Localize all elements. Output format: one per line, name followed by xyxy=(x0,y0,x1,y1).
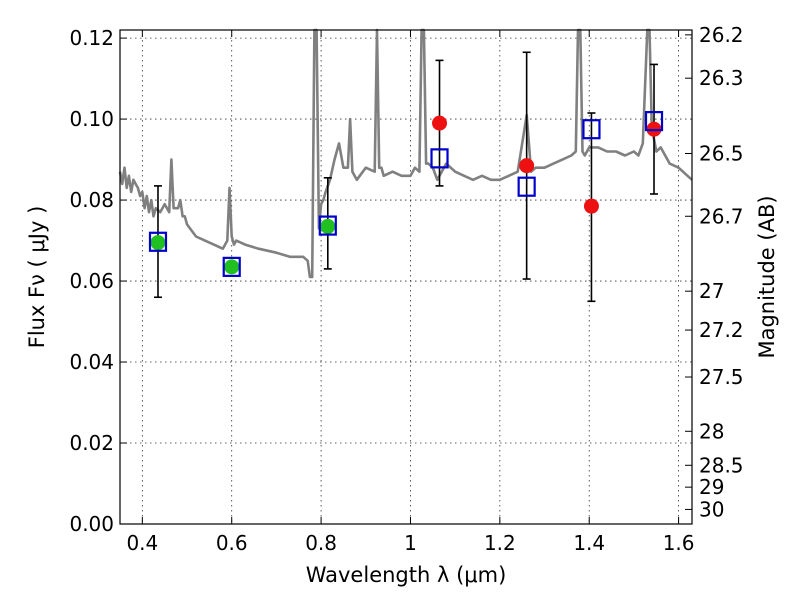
y-tick-label: 0.06 xyxy=(69,269,114,293)
x-tick-label: 0.6 xyxy=(216,531,248,555)
right-tick-label: 26.7 xyxy=(699,204,744,228)
model-point xyxy=(148,231,168,252)
right-tick-label: 28 xyxy=(699,419,724,443)
y-tick-label: 0.12 xyxy=(69,26,114,50)
data-point xyxy=(320,218,336,234)
data-point xyxy=(150,235,166,251)
right-tick-label: 26.3 xyxy=(699,66,744,90)
x-tick-label: 0.4 xyxy=(126,531,158,555)
right-tick-label: 29 xyxy=(699,475,724,499)
spectrum-line xyxy=(118,28,693,279)
y-tick-label: 0.02 xyxy=(69,431,114,455)
data-point xyxy=(224,259,240,275)
tick-labels: 0.4 0.6 0.8 1 1.2 1.4 1.6 0.00 0.02 0.04 0.06 0.08 0… xyxy=(69,23,743,555)
right-tick-label: 27.2 xyxy=(699,318,744,342)
right-tick-label: 30 xyxy=(699,497,724,521)
y-tick-label: 0.10 xyxy=(69,107,114,131)
right-tick-label: 27 xyxy=(699,279,724,303)
y-tick-label: 0.04 xyxy=(69,350,114,374)
x-tick-label: 1 xyxy=(404,531,417,555)
y-tick-label: 0.00 xyxy=(69,512,114,536)
data-point xyxy=(583,198,599,214)
data-point xyxy=(432,115,448,131)
model-point xyxy=(517,176,536,197)
y-axis-label: Flux Fν ( μJy ) xyxy=(25,206,49,349)
data-point xyxy=(519,158,535,174)
model-point xyxy=(644,111,664,132)
x-tick-label: 1.2 xyxy=(484,531,516,555)
right-tick-label: 26.5 xyxy=(699,142,744,166)
gridlines xyxy=(120,30,692,525)
model-point xyxy=(582,119,601,140)
right-tick-label: 28.5 xyxy=(699,453,744,477)
model-point xyxy=(430,148,449,169)
ticks xyxy=(120,30,692,525)
spectrum-layer xyxy=(118,28,693,279)
model-point xyxy=(318,215,337,236)
model-point xyxy=(222,256,241,277)
x-tick-label: 1.6 xyxy=(663,531,695,555)
right-tick-label: 27.5 xyxy=(699,365,744,389)
x-axis-label: Wavelength λ (μm) xyxy=(306,563,507,587)
x-tick-label: 1.4 xyxy=(573,531,605,555)
plot-frame xyxy=(119,29,693,525)
right-tick-label: 26.2 xyxy=(699,23,744,47)
right-axis-label: Magnitude (AB) xyxy=(755,195,779,358)
x-tick-label: 0.8 xyxy=(305,531,337,555)
y-tick-label: 0.08 xyxy=(69,188,114,212)
data-markers xyxy=(148,111,664,277)
